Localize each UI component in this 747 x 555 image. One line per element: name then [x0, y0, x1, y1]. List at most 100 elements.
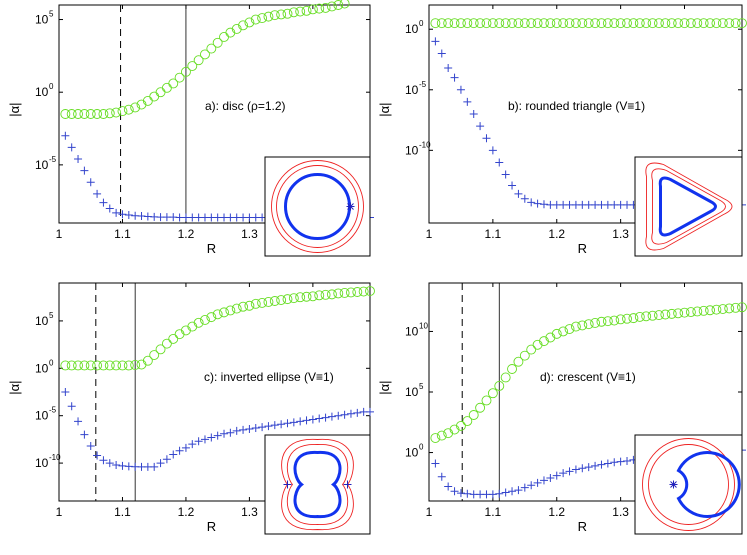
- circle-point: [333, 288, 344, 299]
- cross-point: [67, 143, 76, 152]
- circle-point: [443, 18, 454, 29]
- circle-point: [539, 336, 549, 347]
- circle-point: [136, 99, 147, 110]
- circle-point: [558, 18, 569, 29]
- circle-point: [660, 309, 671, 320]
- x-axis-label: R: [578, 241, 587, 256]
- circle-point: [117, 360, 128, 371]
- cross-point: [520, 483, 529, 492]
- circle-point: [257, 297, 268, 308]
- circle-point: [104, 360, 115, 371]
- circle-point: [679, 18, 690, 29]
- y-tick-label: 10: [405, 22, 419, 36]
- circle-point: [98, 109, 109, 119]
- circle-point: [602, 18, 613, 29]
- cross-point: [578, 464, 587, 473]
- cross-point: [181, 443, 190, 452]
- circle-point: [660, 18, 671, 29]
- cross-point: [112, 460, 121, 469]
- circle-point: [269, 10, 280, 21]
- circle-point: [519, 18, 530, 29]
- circle-point: [263, 297, 274, 307]
- x-tick-label: 1: [426, 227, 433, 241]
- circle-point: [250, 298, 261, 309]
- circle-point: [507, 18, 517, 29]
- circle-point: [200, 315, 210, 325]
- panel-annotation: d): crescent (V≡1): [540, 370, 636, 384]
- cross-point: [444, 63, 453, 72]
- circle-point: [276, 9, 287, 20]
- circle-point: [730, 18, 741, 29]
- y-tick-exponent: 5: [49, 311, 54, 320]
- cross-point: [308, 415, 317, 424]
- cross-point: [584, 463, 593, 472]
- cross-point: [444, 482, 453, 491]
- circle-point: [698, 18, 709, 29]
- cross-point: [93, 189, 102, 198]
- circle-point: [193, 317, 204, 328]
- y-tick-exponent: 0: [419, 443, 424, 452]
- circle-point: [282, 294, 293, 305]
- cross-point: [552, 471, 561, 480]
- circle-point: [288, 7, 299, 18]
- circle-point: [161, 338, 172, 349]
- circle-point: [288, 293, 299, 304]
- cross-point: [527, 198, 536, 207]
- circle-point: [717, 18, 728, 29]
- cross-point: [302, 416, 311, 425]
- circle-point: [564, 18, 575, 29]
- cross-point: [520, 194, 529, 203]
- circle-point: [142, 355, 153, 366]
- circle-point: [206, 43, 217, 54]
- cross-point: [112, 208, 121, 217]
- cross-point: [431, 37, 440, 46]
- cross-point: [80, 166, 89, 175]
- circle-point: [79, 109, 90, 119]
- circle-point: [673, 308, 684, 319]
- y-tick-label: 10: [35, 13, 49, 27]
- circle-point: [174, 72, 185, 83]
- circle-point: [314, 290, 325, 301]
- cross-point: [495, 158, 504, 167]
- circle-point: [551, 328, 562, 339]
- y-tick-exponent: 5: [49, 10, 54, 19]
- cross-point: [476, 122, 485, 131]
- y-axis-label: |α|: [377, 102, 392, 116]
- circle-point: [590, 318, 601, 328]
- circle-point: [609, 315, 620, 326]
- circle-point: [532, 18, 543, 29]
- circle-point: [654, 18, 664, 29]
- circle-point: [79, 360, 90, 371]
- circle-point: [111, 360, 122, 371]
- cross-point: [118, 210, 127, 219]
- cross-point: [334, 411, 343, 420]
- circle-point: [161, 82, 172, 93]
- cross-point: [74, 155, 83, 164]
- circle-point: [558, 326, 569, 337]
- panel-2: 11.11.21.31.410010-510-10R|α|b): rounded…: [377, 4, 747, 257]
- cross-point: [508, 181, 517, 190]
- circle-point: [500, 18, 511, 29]
- circle-point: [622, 18, 632, 29]
- y-axis-label: |α|: [7, 102, 22, 116]
- contour-outer: [645, 162, 733, 251]
- x-tick-label: 1.3: [612, 505, 629, 519]
- cross-point: [156, 459, 165, 468]
- circle-point: [730, 302, 741, 313]
- crescent-shape: [676, 451, 741, 518]
- cross-point: [456, 85, 465, 94]
- cross-point: [514, 189, 523, 198]
- cross-point: [559, 469, 568, 478]
- triangle-shape: [658, 176, 717, 237]
- circle-point: [238, 20, 249, 31]
- cross-point: [495, 489, 504, 498]
- circle-point: [685, 18, 696, 29]
- circle-point: [174, 329, 185, 340]
- inset-ellipse: [264, 434, 371, 535]
- circle-point: [295, 292, 306, 303]
- circle-point: [225, 27, 236, 38]
- circle-point: [301, 5, 312, 16]
- circle-point: [295, 6, 306, 17]
- circle-point: [622, 313, 632, 324]
- cross-point: [258, 423, 267, 432]
